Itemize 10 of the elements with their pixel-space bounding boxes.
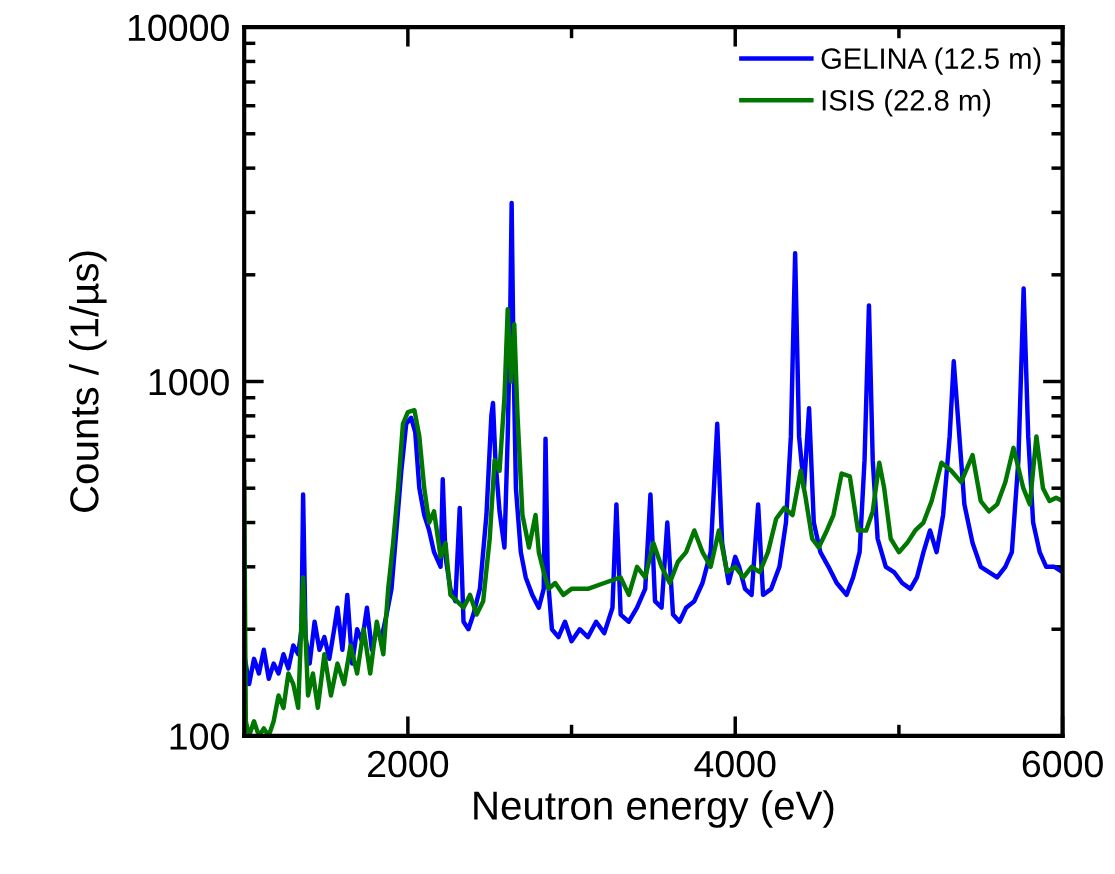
y-tick-label: 1000 — [149, 368, 229, 396]
x-tick-label: 2000 — [368, 750, 449, 778]
legend-label: ISIS (22.8 m) — [822, 89, 991, 117]
x-axis-title: Neutron energy (eV) — [474, 790, 834, 828]
x-tick-label: 6000 — [1022, 750, 1103, 778]
y-tick-label: 100 — [170, 723, 229, 750]
legend-label: GELINA (12.5 m) — [821, 47, 1041, 75]
y-tick-label: 10000 — [128, 14, 229, 42]
x-tick-label: 4000 — [694, 750, 776, 778]
y-axis-title: Counts / (1/µs) — [69, 251, 107, 512]
